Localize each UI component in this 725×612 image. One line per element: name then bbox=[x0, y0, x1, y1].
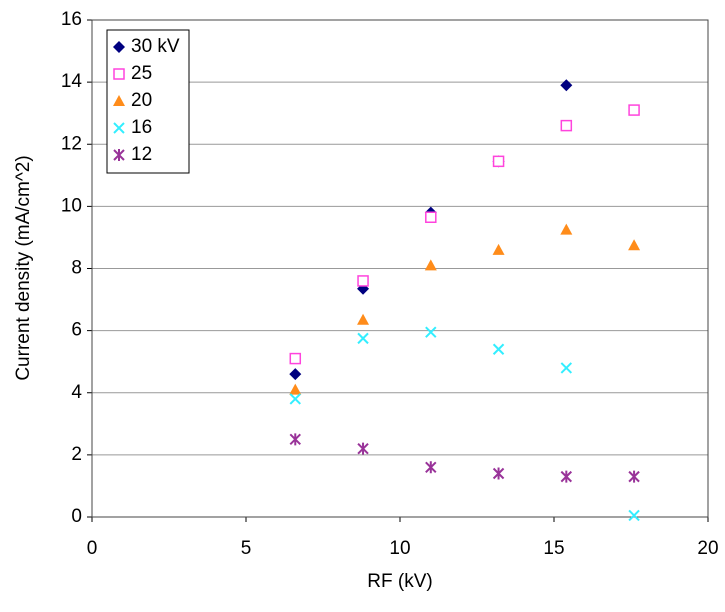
plot-frame bbox=[91, 19, 709, 518]
y-tick-label: 6 bbox=[71, 320, 82, 341]
x-axis-label: RF (kV) bbox=[367, 571, 432, 592]
cross bbox=[628, 509, 640, 522]
star bbox=[425, 461, 437, 474]
point bbox=[560, 223, 573, 235]
point bbox=[357, 332, 369, 345]
legend-label: 20 bbox=[131, 90, 152, 111]
point bbox=[628, 509, 640, 522]
point bbox=[492, 467, 505, 480]
star bbox=[560, 470, 573, 483]
star bbox=[492, 467, 505, 480]
triangle bbox=[492, 243, 505, 255]
point bbox=[560, 119, 573, 132]
point bbox=[357, 275, 369, 287]
square bbox=[560, 119, 573, 132]
y-axis-label: Current density (mA/cm^2) bbox=[13, 155, 34, 380]
x-tick-label: 10 bbox=[389, 538, 410, 559]
y-tick-label: 10 bbox=[61, 195, 82, 216]
triangle bbox=[424, 259, 437, 271]
point bbox=[289, 352, 302, 365]
point bbox=[357, 442, 369, 455]
point bbox=[357, 313, 370, 325]
point bbox=[492, 243, 505, 255]
point bbox=[425, 211, 437, 223]
legend-label: 16 bbox=[131, 117, 152, 138]
legend-label: 30 kV bbox=[131, 36, 180, 57]
point bbox=[560, 470, 573, 483]
legend-label: 12 bbox=[131, 144, 152, 165]
triangle bbox=[560, 223, 573, 235]
square bbox=[425, 211, 437, 223]
legend-label: 25 bbox=[131, 63, 152, 84]
point bbox=[289, 393, 301, 405]
x-tick-label: 20 bbox=[697, 538, 718, 559]
point bbox=[492, 155, 505, 168]
point bbox=[425, 326, 437, 338]
triangle bbox=[628, 239, 641, 251]
diamond bbox=[560, 79, 573, 92]
cross bbox=[357, 332, 369, 345]
point bbox=[289, 368, 302, 381]
legend-marker bbox=[113, 149, 125, 161]
point bbox=[628, 470, 640, 483]
cross bbox=[113, 122, 125, 134]
triangle bbox=[357, 313, 370, 325]
legend-marker bbox=[113, 68, 125, 80]
square bbox=[113, 68, 125, 80]
square bbox=[492, 155, 505, 168]
star bbox=[357, 442, 369, 455]
point bbox=[424, 259, 437, 271]
y-tick-label: 2 bbox=[71, 444, 82, 465]
star bbox=[113, 149, 125, 161]
square bbox=[357, 275, 369, 287]
point bbox=[492, 343, 505, 355]
triangle bbox=[113, 95, 125, 106]
diamond bbox=[289, 368, 302, 381]
point bbox=[289, 383, 302, 395]
x-tick-label: 5 bbox=[241, 538, 252, 559]
square bbox=[628, 104, 640, 116]
y-tick-label: 14 bbox=[61, 71, 83, 92]
legend-marker bbox=[113, 122, 125, 134]
point bbox=[289, 433, 301, 446]
cross bbox=[492, 343, 505, 355]
legend-marker bbox=[113, 95, 125, 106]
point bbox=[628, 239, 641, 251]
point bbox=[560, 362, 573, 374]
y-tick-label: 0 bbox=[71, 506, 82, 527]
cross bbox=[560, 362, 573, 374]
square bbox=[289, 352, 302, 365]
y-tick-label: 4 bbox=[71, 382, 82, 403]
x-tick-label: 0 bbox=[87, 538, 98, 559]
y-tick-label: 16 bbox=[61, 9, 82, 30]
y-tick-label: 12 bbox=[61, 133, 82, 154]
cross bbox=[289, 393, 301, 405]
cross bbox=[425, 326, 437, 338]
point bbox=[560, 79, 573, 92]
legend-marker bbox=[113, 41, 125, 53]
x-tick-label: 15 bbox=[543, 538, 564, 559]
triangle bbox=[289, 383, 302, 395]
star bbox=[628, 470, 640, 483]
point bbox=[425, 461, 437, 474]
y-tick-label: 8 bbox=[71, 258, 82, 279]
point bbox=[628, 104, 640, 116]
star bbox=[289, 433, 301, 446]
diamond bbox=[113, 41, 125, 53]
